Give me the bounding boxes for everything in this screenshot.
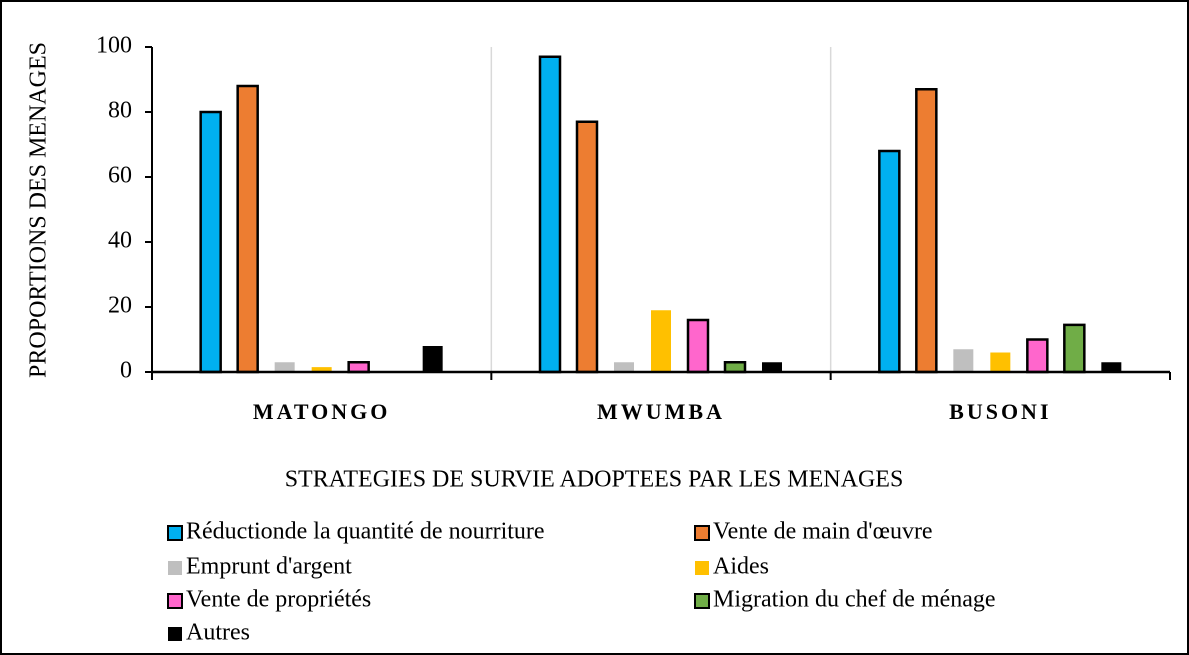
legend-label: Autres bbox=[186, 620, 250, 646]
legend-marker bbox=[694, 593, 710, 609]
legend-label: Vente de propriétés bbox=[186, 587, 371, 613]
bar bbox=[651, 310, 671, 372]
bar bbox=[575, 120, 599, 374]
legend-marker bbox=[167, 525, 183, 541]
y-tick-label: 20 bbox=[108, 293, 132, 319]
legend-label: Migration du chef de ménage bbox=[713, 587, 996, 613]
y-tick-label: 100 bbox=[96, 33, 132, 59]
bar bbox=[723, 361, 747, 374]
bar bbox=[538, 55, 562, 374]
y-tick-label: 80 bbox=[108, 98, 132, 124]
legend-label: Réductionde la quantité de nourriture bbox=[186, 519, 545, 545]
bar bbox=[199, 110, 222, 374]
bar bbox=[953, 349, 974, 372]
x-axis-label: STRATEGIES DE SURVIE ADOPTEES PAR LES ME… bbox=[285, 467, 904, 493]
bar bbox=[1101, 362, 1122, 372]
bar bbox=[311, 367, 332, 372]
legend-label: Vente de main d'œuvre bbox=[713, 519, 933, 545]
legend-label: Emprunt d'argent bbox=[186, 554, 352, 580]
y-axis-label: PROPORTIONS DES MENAGES bbox=[26, 42, 52, 378]
legend-marker bbox=[695, 561, 709, 575]
y-tick-label: 0 bbox=[120, 358, 132, 384]
bar bbox=[236, 84, 259, 374]
x-tick-label: MATONGO bbox=[253, 399, 391, 424]
legend-marker bbox=[168, 627, 182, 641]
bar bbox=[686, 318, 710, 374]
bar bbox=[614, 362, 634, 372]
y-tick-label: 60 bbox=[108, 163, 132, 189]
bar bbox=[274, 362, 295, 372]
y-tick-label: 40 bbox=[108, 228, 132, 254]
bar bbox=[915, 88, 938, 374]
bar bbox=[878, 149, 901, 374]
bar bbox=[762, 362, 782, 372]
bar bbox=[1026, 338, 1049, 374]
x-tick-label: MWUMBA bbox=[597, 399, 725, 424]
legend-label: Aides bbox=[713, 554, 769, 580]
bar bbox=[422, 346, 443, 372]
bar bbox=[990, 352, 1011, 372]
bar bbox=[347, 361, 370, 374]
legend-marker bbox=[167, 593, 183, 609]
legend-marker bbox=[694, 525, 710, 541]
bar bbox=[1063, 323, 1086, 374]
x-tick-label: BUSONI bbox=[949, 399, 1051, 424]
legend-marker bbox=[168, 561, 182, 575]
